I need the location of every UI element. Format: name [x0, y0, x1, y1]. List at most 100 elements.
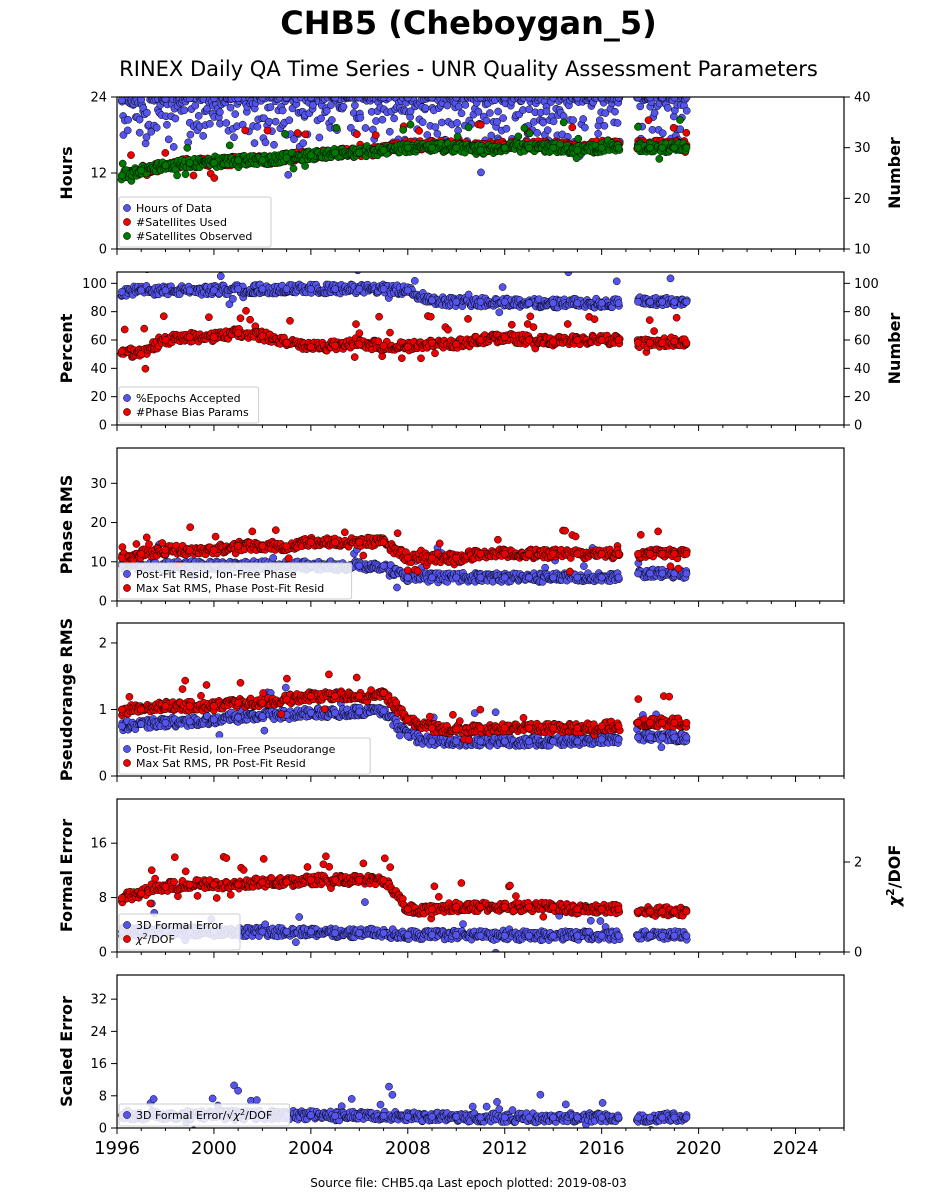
legend-label: Post-Fit Resid, Ion-Free Phase: [136, 568, 297, 581]
data-point: [331, 538, 339, 547]
data-point: [487, 131, 496, 140]
data-point: [355, 340, 364, 349]
data-point: [428, 573, 436, 582]
data-point: [572, 154, 581, 163]
data-point: [634, 338, 642, 347]
legend-label: Hours of Data: [136, 202, 212, 215]
data-point: [350, 353, 359, 361]
data-point: [137, 550, 146, 558]
data-point: [674, 564, 683, 573]
y-tick-label: 20: [90, 516, 107, 531]
data-point: [258, 156, 267, 165]
data-point: [390, 114, 398, 123]
data-point: [233, 260, 240, 267]
data-point: [452, 297, 461, 306]
data-point: [573, 573, 582, 582]
data-point: [117, 287, 126, 296]
data-point: [600, 121, 609, 130]
y-tick-label-right: 20: [854, 390, 871, 405]
data-point: [571, 532, 580, 541]
data-point: [181, 170, 190, 179]
data-point: [670, 143, 679, 152]
y-tick-label-right: 30: [854, 141, 871, 156]
data-point: [315, 133, 324, 142]
data-point: [650, 109, 659, 117]
data-point: [397, 354, 406, 363]
data-point: [658, 129, 667, 138]
data-point: [351, 101, 359, 110]
data-point: [525, 573, 533, 582]
data-point: [431, 123, 440, 131]
data-point: [399, 126, 408, 134]
data-point: [543, 126, 552, 135]
data-point: [418, 118, 427, 127]
data-point: [507, 320, 516, 329]
data-point: [379, 341, 388, 350]
data-point: [356, 113, 365, 122]
data-point: [281, 683, 290, 692]
data-point: [199, 132, 208, 140]
data-point: [216, 108, 224, 116]
data-point: [355, 329, 364, 338]
data-point: [421, 104, 430, 112]
data-point: [634, 143, 642, 152]
data-point: [573, 550, 582, 558]
data-point: [498, 283, 507, 291]
data-point: [542, 107, 551, 116]
legend-label: Max Sat RMS, Phase Post-Fit Resid: [136, 582, 324, 595]
y-tick-label: 100: [82, 277, 107, 292]
data-point: [250, 139, 259, 147]
data-point: [132, 540, 141, 548]
data-point: [234, 542, 243, 550]
legend-label: #Satellites Used: [136, 216, 227, 229]
y-axis-label-right: Number: [885, 313, 904, 385]
data-point: [242, 306, 250, 315]
y-tick-label: 0: [99, 419, 107, 434]
data-point: [525, 105, 534, 114]
data-point: [216, 272, 225, 281]
legend-marker: [123, 204, 131, 212]
data-point: [268, 261, 275, 268]
data-point: [298, 259, 305, 266]
data-point: [304, 259, 311, 266]
series-2: [117, 306, 691, 373]
data-point: [379, 538, 388, 547]
data-point: [258, 331, 267, 340]
data-point: [636, 530, 645, 539]
data-point: [682, 143, 691, 152]
data-point: [278, 106, 287, 115]
data-point: [140, 324, 149, 333]
data-point: [355, 148, 364, 157]
data-point: [682, 128, 691, 137]
data-point: [611, 107, 619, 116]
data-point: [645, 316, 654, 324]
y-tick-label: 60: [90, 334, 107, 349]
data-point: [514, 132, 523, 141]
data-point: [186, 523, 195, 532]
data-point: [258, 285, 267, 293]
data-point: [189, 171, 198, 180]
data-point: [559, 118, 568, 127]
data-point: [282, 338, 291, 347]
data-point: [282, 285, 291, 293]
y-tick-label-right: 100: [854, 277, 879, 292]
data-point: [142, 533, 151, 542]
data-point: [669, 123, 678, 132]
data-point: [573, 336, 582, 344]
data-point: [597, 550, 606, 558]
legend-marker: [123, 584, 131, 592]
data-point: [118, 159, 127, 168]
data-point: [428, 553, 436, 562]
data-point: [563, 320, 572, 328]
legend: %Epochs Accepted#Phase Bias Params: [118, 386, 260, 424]
data-point: [452, 573, 461, 582]
data-point: [206, 119, 214, 128]
data-point: [141, 139, 150, 148]
data-point: [352, 320, 360, 328]
data-point: [322, 106, 331, 115]
data-point: [520, 124, 529, 132]
data-point: [579, 115, 588, 123]
data-point: [141, 364, 150, 373]
data-point: [500, 297, 509, 306]
